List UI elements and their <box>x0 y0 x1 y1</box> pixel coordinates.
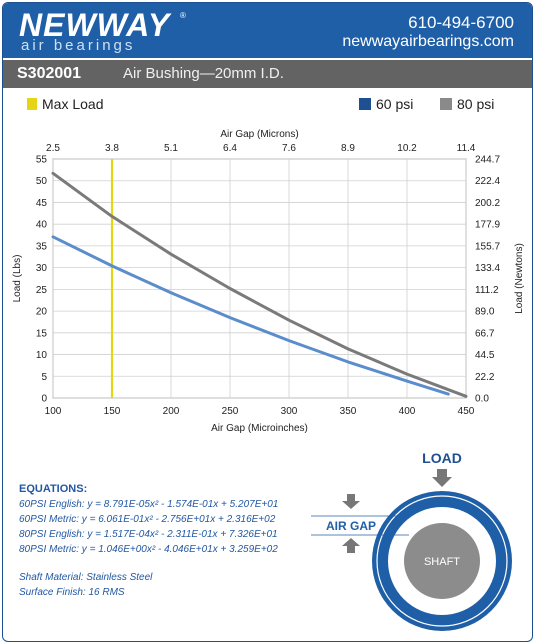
x2-tick-label: 3.8 <box>105 143 119 154</box>
air-gap-label: AIR GAP <box>326 519 376 533</box>
x-tick-label: 200 <box>163 406 180 417</box>
legend-max-load-label: Max Load <box>42 96 104 112</box>
y2-tick-label: 155.7 <box>475 241 500 252</box>
y2-axis-title: Load (Newtons) <box>514 243 525 314</box>
series-line-60psi <box>51 235 450 396</box>
y2-tick-label: 222.4 <box>475 176 500 187</box>
y-axis-title: Load (Lbs) <box>12 255 23 303</box>
x2-tick-label: 2.5 <box>46 143 60 154</box>
surface-finish: Surface Finish: 16 RMS <box>19 587 125 598</box>
product-description: Air Bushing—20mm I.D. <box>123 65 284 82</box>
x-tick-label: 350 <box>340 406 357 417</box>
series-line-80psi <box>51 171 468 398</box>
y-tick-label: 30 <box>36 263 48 274</box>
legend-80psi: 80 psi <box>440 96 494 112</box>
x-tick-label: 100 <box>45 406 62 417</box>
y-tick-label: 40 <box>36 220 48 231</box>
legend-80psi-label: 80 psi <box>457 96 495 112</box>
y2-tick-label: 111.2 <box>475 285 499 296</box>
y-tick-label: 15 <box>36 328 48 339</box>
y2-tick-label: 244.7 <box>475 155 500 166</box>
x-tick-label: 150 <box>104 406 121 417</box>
load-arrow-icon <box>432 469 452 487</box>
plot-area <box>52 158 467 399</box>
part-number: S302001 <box>17 65 82 82</box>
psi60-swatch <box>359 98 371 110</box>
y2-tick-label: 133.4 <box>475 263 500 274</box>
x-tick-label: 450 <box>458 406 475 417</box>
registered-mark: ® <box>180 11 186 20</box>
load-label: LOAD <box>422 450 462 466</box>
psi80-swatch <box>440 98 452 110</box>
x2-axis-title: Air Gap (Microns) <box>220 129 298 140</box>
y-tick-label: 20 <box>36 307 48 318</box>
y-tick-label: 55 <box>36 155 48 166</box>
y-tick-label: 10 <box>36 350 48 361</box>
shaft-circle <box>404 523 480 599</box>
x2-tick-label: 6.4 <box>223 143 237 154</box>
y-tick-label: 25 <box>36 285 48 296</box>
phone-number: 610-494-6700 <box>408 13 514 32</box>
equations-heading: EQUATIONS: <box>19 483 88 495</box>
product-title-bar: S302001 Air Bushing—20mm I.D. <box>3 60 532 88</box>
equation-60psi-metric: 60PSI Metric: y = 6.061E-01x² - 2.756E+0… <box>19 514 276 525</box>
legend-60psi: 60 psi <box>359 96 413 112</box>
y2-tick-label: 200.2 <box>475 198 500 209</box>
y-tick-label: 35 <box>36 241 48 252</box>
y-tick-label: 50 <box>36 176 48 187</box>
x-tick-label: 300 <box>281 406 298 417</box>
gap-arrow-up-icon <box>342 538 360 553</box>
x-axis-title: Air Gap (Microinches) <box>211 423 308 434</box>
y2-tick-label: 22.2 <box>475 372 495 383</box>
x2-tick-label: 7.6 <box>282 143 296 154</box>
bushing-diagram: LOAD SHAFT AIR GAP <box>311 450 512 631</box>
x2-tick-label: 11.4 <box>457 143 476 154</box>
load-vs-gap-chart: 1002.51503.82005.12506.43007.63508.94001… <box>12 129 525 434</box>
legend-60psi-label: 60 psi <box>376 96 414 112</box>
brand-logo: NEWWAY <box>19 7 171 43</box>
header-bar: NEWWAY ® air bearings 610-494-6700 newwa… <box>3 3 532 58</box>
y2-tick-label: 89.0 <box>475 307 495 318</box>
y2-tick-label: 66.7 <box>475 328 495 339</box>
equation-80psi-english: 80PSI English: y = 1.517E-04x² - 2.311E-… <box>19 529 278 540</box>
brand-tagline: air bearings <box>21 37 136 54</box>
shaft-material: Shaft Material: Stainless Steel <box>19 572 153 583</box>
x-tick-label: 400 <box>399 406 416 417</box>
y2-tick-label: 0.0 <box>475 394 489 405</box>
website-url[interactable]: newwayairbearings.com <box>342 33 514 50</box>
x2-tick-label: 10.2 <box>397 143 417 154</box>
y-tick-label: 45 <box>36 198 48 209</box>
gap-arrow-down-icon <box>342 494 360 509</box>
y2-tick-label: 177.9 <box>475 220 500 231</box>
y2-tick-label: 44.5 <box>475 350 495 361</box>
equation-80psi-metric: 80PSI Metric: y = 1.046E+00x² - 4.046E+0… <box>19 544 278 555</box>
equation-60psi-english: 60PSI English: y = 8.791E-05x² - 1.574E-… <box>19 499 279 510</box>
x2-tick-label: 5.1 <box>164 143 178 154</box>
shaft-label: SHAFT <box>424 556 460 568</box>
y-tick-label: 5 <box>41 372 47 383</box>
legend-max-load: Max Load <box>27 96 103 112</box>
bushing-outer-line <box>376 495 508 627</box>
x-tick-label: 250 <box>222 406 239 417</box>
max-load-swatch <box>27 98 37 110</box>
x2-tick-label: 8.9 <box>341 143 355 154</box>
y-tick-label: 0 <box>41 394 47 405</box>
